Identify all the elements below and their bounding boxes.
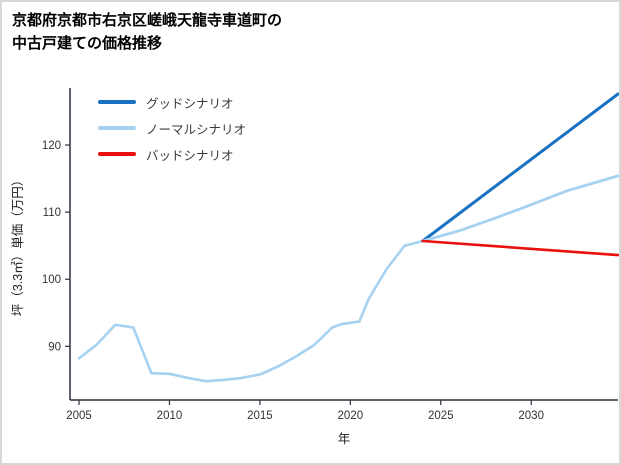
x-axis-label: 年 [338,432,351,446]
y-axis-label: 坪（3.3㎡）単価（万円） [11,174,25,316]
x-tick-label: 2030 [518,410,544,422]
y-tick-label: 120 [42,140,61,152]
series-line-history [77,239,425,383]
series-line-bad [421,239,619,257]
legend-label: グッドシナリオ [146,96,234,111]
chart-title-line2: 中古戸建ての価格推移 [12,34,163,52]
y-tick-label: 100 [42,274,61,286]
x-tick-label: 2015 [247,410,273,422]
legend-item-2: バッドシナリオ [98,146,246,163]
x-tick-label: 2025 [428,410,454,422]
legend: グッドシナリオ ノーマルシナリオ バッドシナリオ [98,94,247,163]
legend-label: バッドシナリオ [146,148,234,163]
series-line-normal [421,174,619,243]
legend-line-swatch [98,152,136,156]
legend-item-0: グッドシナリオ [98,94,246,111]
legend-item-1: ノーマルシナリオ [98,120,247,137]
series-line-good [421,92,619,243]
chart-title-line1: 京都府京都市右京区嵯峨天龍寺車道町の [12,12,283,29]
x-tick-label: 2005 [66,410,92,422]
y-tick-label: 110 [43,207,61,219]
y-tick-label: 90 [48,341,61,353]
x-tick-label: 2020 [338,410,364,422]
legend-line-swatch [98,100,136,104]
legend-line-swatch [98,126,136,130]
x-tick-label: 2010 [157,410,183,422]
chart-title: 京都府京都市右京区嵯峨天龍寺車道町の 中古戸建ての価格推移 [12,10,282,55]
legend-label: ノーマルシナリオ [146,122,247,137]
